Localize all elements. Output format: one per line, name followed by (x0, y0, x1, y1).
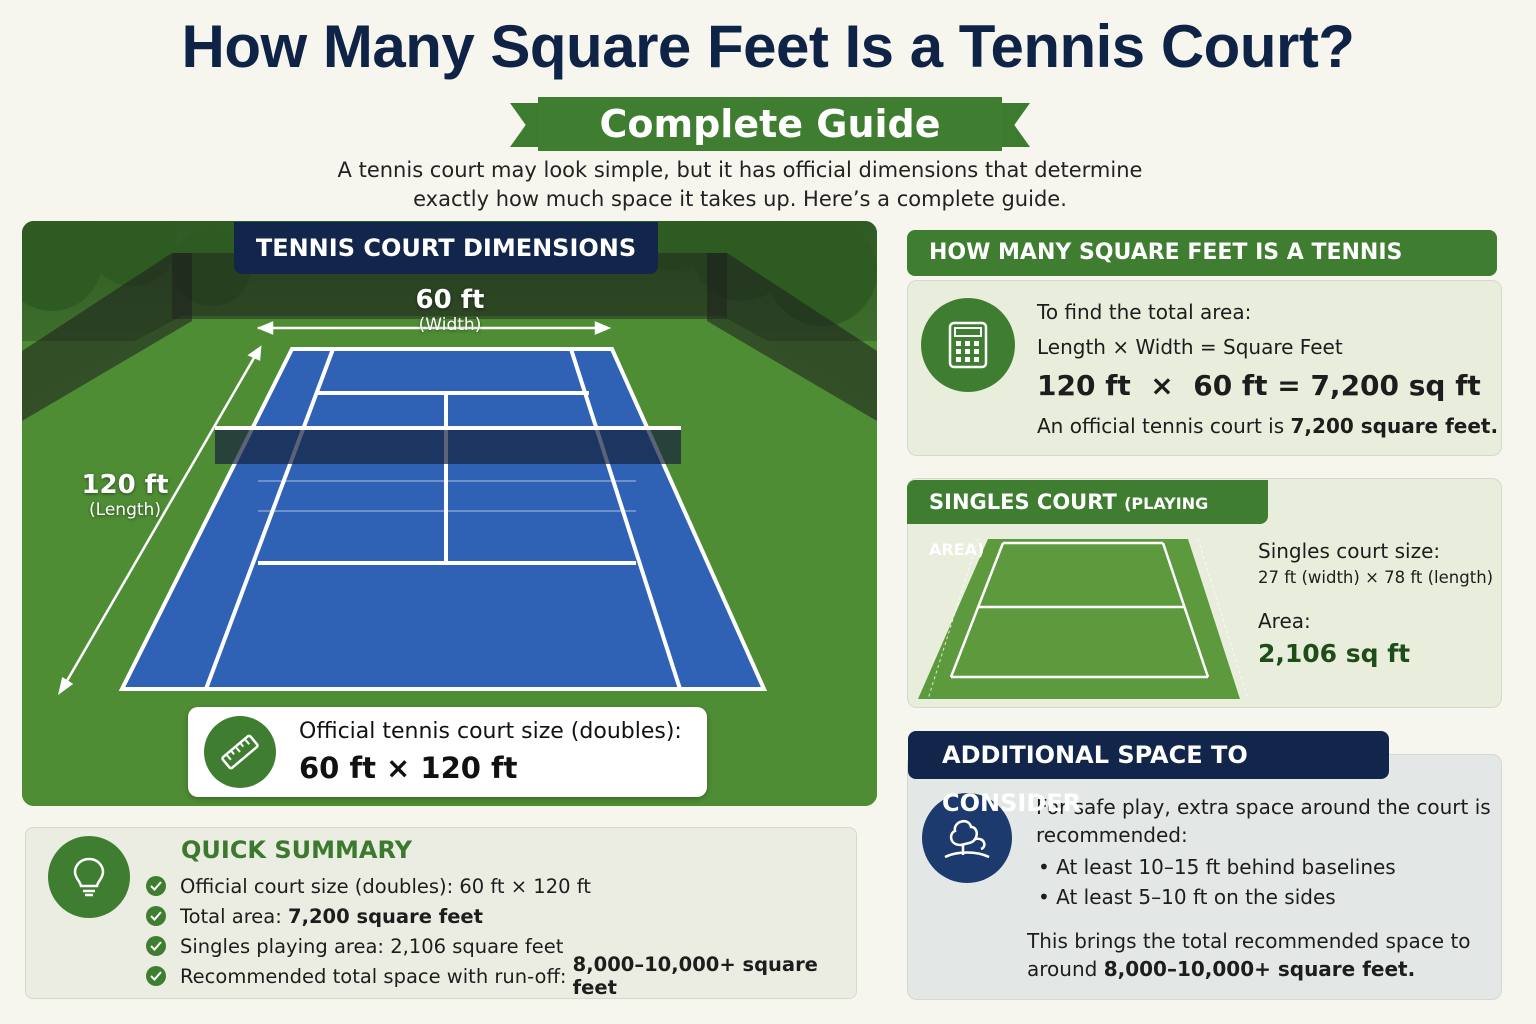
check-icon (146, 876, 166, 896)
summary-item-text: Recommended total space with run-off: (180, 964, 573, 988)
singles-area-value: 2,106 sq ft (1258, 639, 1411, 668)
official-size-value: 60 ft × 120 ft (299, 751, 518, 785)
extra-bullet: • At least 5–10 ft on the sides (1038, 885, 1336, 909)
extra-closing-text: around (1027, 957, 1104, 981)
summary-item: Total area: 7,200 square feet (146, 901, 856, 931)
area-formula: Length × Width = Square Feet (1037, 335, 1343, 359)
area-result-text: An official tennis court is (1037, 414, 1291, 438)
lightbulb-icon (48, 836, 130, 918)
length-dimension: 120 ft (Length) (70, 470, 180, 520)
official-size-label: Official tennis court size (doubles): (299, 719, 682, 744)
width-dimension: 60 ft (Width) (390, 285, 510, 335)
subtitle-ribbon: Complete Guide (510, 97, 1030, 151)
check-icon (146, 936, 166, 956)
summary-item: Singles playing area: 2,106 square feet (146, 931, 856, 961)
summary-item-text: Official court size (doubles): 60 ft × 1… (180, 874, 591, 898)
intro-text: A tennis court may look simple, but it h… (240, 156, 1240, 214)
ruler-icon (204, 716, 276, 788)
additional-space-heading: ADDITIONAL SPACE TO CONSIDER (908, 731, 1389, 817)
area-heading: HOW MANY SQUARE FEET IS A TENNIS COURT? (907, 230, 1497, 311)
singles-heading-title: SINGLES COURT (929, 490, 1117, 514)
area-result: An official tennis court is 7,200 square… (1037, 414, 1498, 438)
width-caption: (Width) (418, 315, 482, 335)
intro-line-1: A tennis court may look simple, but it h… (337, 158, 1143, 182)
extra-closing-1: This brings the total recommended space … (1027, 929, 1471, 953)
singles-size-value: 27 ft (width) × 78 ft (length) (1258, 568, 1494, 587)
singles-area-label: Area: (1258, 609, 1311, 633)
calculator-icon (921, 298, 1015, 392)
extra-intro-1: For safe play, extra space around the co… (1036, 795, 1491, 819)
quick-summary: QUICK SUMMARY Official court size (doubl… (25, 827, 857, 999)
singles-size-label: Singles court size: (1258, 539, 1441, 563)
check-icon (146, 966, 166, 986)
area-card: To find the total area: Length × Width =… (907, 280, 1502, 456)
subtitle: Complete Guide (538, 97, 1002, 151)
summary-item: Recommended total space with run-off: 8,… (146, 953, 856, 999)
singles-heading: SINGLES COURT (PLAYING AREA) (907, 480, 1268, 559)
page-title: How Many Square Feet Is a Tennis Court? (181, 13, 1355, 80)
court-dimensions-label: TENNIS COURT DIMENSIONS (234, 222, 658, 274)
area-calculation: 120 ft × 60 ft = 7,200 sq ft (1037, 369, 1481, 402)
width-value: 60 ft (415, 285, 485, 315)
summary-item: Official court size (doubles): 60 ft × 1… (146, 871, 856, 901)
extra-intro-2: recommended: (1036, 823, 1188, 847)
extra-bullet-text: At least 10–15 ft behind baselines (1056, 855, 1396, 879)
singles-heading-sub: (PLAYING AREA) (929, 494, 1209, 559)
summary-item-bold: 8,000–10,000+ square feet (572, 953, 818, 999)
extra-bullet-text: At least 5–10 ft on the sides (1056, 885, 1336, 909)
length-value: 120 ft (81, 470, 169, 500)
summary-heading: QUICK SUMMARY (181, 836, 413, 864)
intro-line-2: exactly how much space it takes up. Here… (413, 187, 1067, 211)
summary-item-text: Total area: (180, 904, 288, 928)
singles-court-drawing (918, 538, 1249, 700)
extra-bullet: • At least 10–15 ft behind baselines (1038, 855, 1396, 879)
singles-card: Singles court size: 27 ft (width) × 78 f… (907, 478, 1502, 708)
summary-list: Official court size (doubles): 60 ft × 1… (146, 871, 856, 999)
court-illustration (22, 221, 877, 806)
length-caption: (Length) (89, 500, 161, 520)
area-result-bold: 7,200 square feet. (1290, 414, 1499, 438)
summary-item-bold: 7,200 square feet (288, 904, 483, 928)
check-icon (146, 906, 166, 926)
area-intro: To find the total area: (1037, 300, 1252, 324)
additional-space-card: For safe play, extra space around the co… (907, 754, 1502, 1000)
official-size-card: Official tennis court size (doubles): 60… (188, 707, 707, 797)
extra-closing-2: around 8,000–10,000+ square feet. (1027, 955, 1415, 984)
trees-icon (922, 793, 1012, 883)
summary-item-text: Singles playing area: 2,106 square feet (180, 934, 564, 958)
extra-closing-bold: 8,000–10,000+ square feet. (1103, 957, 1416, 981)
